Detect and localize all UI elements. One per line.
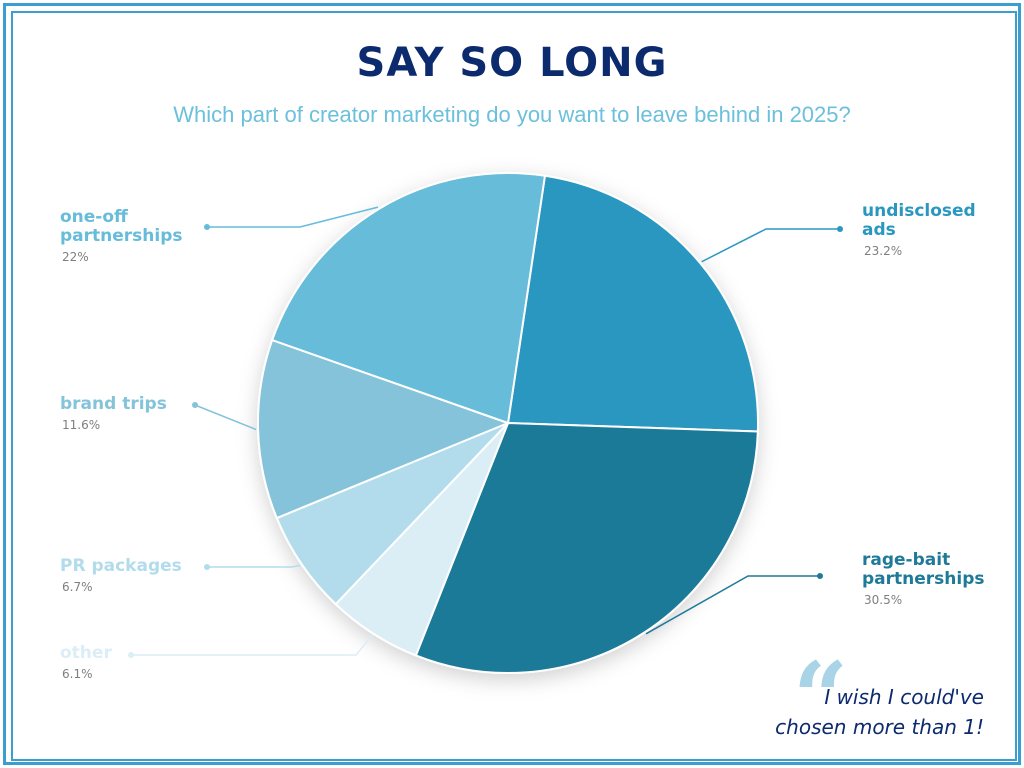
outer-frame: [3, 3, 1021, 765]
slice-label: one-off: [60, 207, 128, 227]
slice-percent-label: 6.1%: [62, 667, 93, 681]
pie-labels: undisclosedads23.2%rage-baitpartnerships…: [60, 201, 985, 681]
leader-line: [194, 404, 257, 431]
slice-percent-label: 11.6%: [62, 418, 100, 432]
pie-slice-rage-bait-partnerships: [414, 421, 759, 674]
leader-line: [207, 206, 379, 228]
slice-label: partnerships: [60, 226, 183, 246]
quote-line-2: chosen more than 1!: [775, 715, 984, 739]
quote-mark-icon: “: [793, 641, 849, 754]
leader-dot: [192, 402, 198, 408]
pie-slice-undisclosed-ads: [506, 174, 759, 433]
chart-title: SAY SO LONG: [356, 40, 668, 86]
slice-label: other: [60, 643, 112, 663]
leader-dot: [128, 652, 134, 658]
leader-dot: [204, 564, 210, 570]
leader-dot: [817, 573, 823, 579]
slice-percent-label: 22%: [62, 250, 89, 264]
inner-frame: [11, 11, 1017, 761]
slice-label: PR packages: [60, 556, 182, 576]
slice-label: partnerships: [862, 569, 985, 589]
leader-line: [207, 564, 301, 568]
slice-percent-label: 6.7%: [62, 580, 93, 594]
slice-label: undisclosed: [862, 201, 976, 221]
quote-text: I wish I could've chosen more than 1!: [760, 682, 984, 742]
slice-label: ads: [862, 220, 896, 240]
pie-slices: [257, 172, 759, 674]
leader-line: [701, 228, 840, 263]
slice-label: brand trips: [60, 394, 167, 414]
leader-dot: [204, 224, 210, 230]
slice-percent-label: 23.2%: [864, 244, 902, 258]
chart-subtitle: Which part of creator marketing do you w…: [173, 102, 851, 127]
leader-line: [645, 575, 820, 635]
pie-slice-brand-trips: [257, 338, 511, 520]
slice-percent-label: 30.5%: [864, 593, 902, 607]
quote-line-1: I wish I could've: [824, 685, 984, 709]
slice-label: rage-bait: [862, 550, 950, 570]
leader-line: [131, 634, 373, 656]
pie-slice-one-off-partnerships: [270, 172, 547, 425]
leader-dot: [837, 226, 843, 232]
